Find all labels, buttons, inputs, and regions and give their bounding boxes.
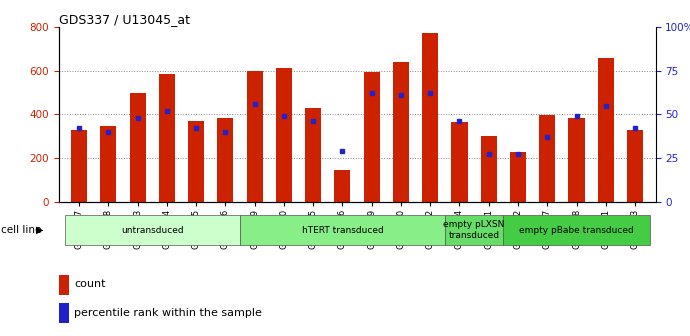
Bar (445, 215, 504, 245)
Bar (159, 74, 175, 202)
Text: percentile rank within the sample: percentile rank within the sample (75, 308, 262, 318)
Bar (188, 121, 204, 202)
Bar (276, 69, 292, 202)
Text: untransduced: untransduced (121, 226, 184, 235)
Bar (598, 58, 614, 202)
Bar (504, 215, 650, 245)
Bar (364, 72, 380, 202)
Bar (451, 122, 468, 202)
Bar (422, 34, 438, 202)
Text: hTERT transduced: hTERT transduced (302, 226, 384, 235)
Bar (335, 170, 351, 202)
Bar (59, 303, 69, 323)
Bar (627, 129, 643, 202)
Bar (217, 118, 233, 202)
Bar (481, 136, 497, 202)
Bar (71, 129, 87, 202)
Bar (393, 62, 409, 202)
Bar (510, 153, 526, 202)
Bar (569, 118, 584, 202)
Bar (64, 215, 240, 245)
Bar (539, 115, 555, 202)
Bar (246, 71, 263, 202)
Text: ▶: ▶ (36, 225, 43, 235)
Text: cell line: cell line (1, 225, 42, 235)
Bar (130, 93, 146, 202)
Text: empty pLXSN
transduced: empty pLXSN transduced (444, 220, 505, 240)
Text: empty pBabe transduced: empty pBabe transduced (519, 226, 634, 235)
Bar (305, 108, 322, 202)
Bar (100, 126, 117, 202)
Bar (240, 215, 445, 245)
Text: GDS337 / U13045_at: GDS337 / U13045_at (59, 13, 190, 26)
Text: count: count (75, 279, 106, 289)
Bar (59, 275, 69, 294)
